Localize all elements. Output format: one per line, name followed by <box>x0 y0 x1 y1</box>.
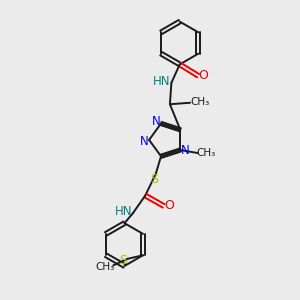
Text: O: O <box>164 199 174 212</box>
Text: HN: HN <box>153 75 171 88</box>
Text: CH₃: CH₃ <box>197 148 216 158</box>
Text: O: O <box>198 69 208 82</box>
Text: HN: HN <box>115 206 132 218</box>
Text: CH₃: CH₃ <box>190 97 209 107</box>
Text: N: N <box>140 135 148 148</box>
Text: CH₃: CH₃ <box>95 262 115 272</box>
Text: N: N <box>180 144 189 158</box>
Text: S: S <box>150 173 158 186</box>
Text: S: S <box>119 254 127 267</box>
Text: N: N <box>152 115 160 128</box>
